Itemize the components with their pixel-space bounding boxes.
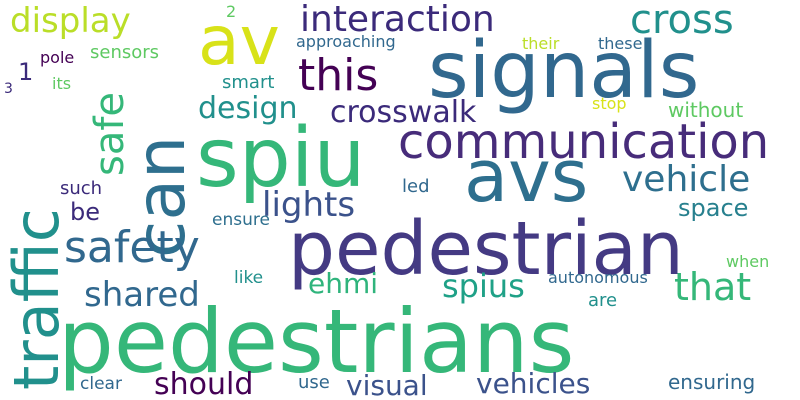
word-ensure: ensure <box>212 210 270 230</box>
word-spius: spius <box>442 267 525 305</box>
word-when: when <box>726 252 770 271</box>
word-this: this <box>298 50 379 101</box>
word-3: 3 <box>4 81 13 97</box>
word-should: should <box>154 367 254 400</box>
word-its: its <box>52 74 72 93</box>
word-lights: lights <box>262 185 356 225</box>
word-are: are <box>588 290 618 311</box>
word-use: use <box>298 372 330 393</box>
word-1: 1 <box>18 58 34 86</box>
word-pedestrians: pedestrians <box>58 290 575 393</box>
word-vehicle: vehicle <box>622 159 751 200</box>
word-crosswalk: crosswalk <box>330 95 477 130</box>
word-safety: safety <box>64 222 200 273</box>
word-avs: avs <box>464 134 589 218</box>
word-space: space <box>678 194 749 222</box>
word-these: these <box>598 34 643 53</box>
word-safe: safe <box>87 91 133 176</box>
word-such: such <box>60 178 103 199</box>
word-clear: clear <box>80 374 122 394</box>
word-approaching: approaching <box>296 32 396 51</box>
word-interaction: interaction <box>300 0 495 40</box>
word-spiu: spiu <box>196 111 366 206</box>
word-smart: smart <box>222 72 275 93</box>
word-display: display <box>10 1 131 41</box>
word-ehmi: ehmi <box>308 267 379 300</box>
word-that: that <box>674 265 752 309</box>
word-signals: signals <box>428 26 700 116</box>
word-autonomous: autonomous <box>548 268 648 287</box>
word-cross: cross <box>630 0 734 43</box>
word-communication: communication <box>398 114 770 170</box>
word-pedestrian: pedestrian <box>288 206 684 292</box>
word-av: av <box>198 2 280 81</box>
word-be: be <box>70 198 100 226</box>
word-shared: shared <box>84 275 200 315</box>
word-without: without <box>668 98 744 122</box>
word-traffic: traffic <box>0 208 73 390</box>
word-vehicles: vehicles <box>476 367 591 400</box>
word-ensuring: ensuring <box>668 370 756 394</box>
word-sensors: sensors <box>90 42 160 63</box>
word-stop: stop <box>592 94 627 113</box>
word-like: like <box>234 268 264 288</box>
word-led: led <box>402 176 430 197</box>
word-their: their <box>522 34 560 53</box>
word-2: 2 <box>226 2 237 21</box>
word-design: design <box>198 91 298 126</box>
word-pole: pole <box>40 48 75 67</box>
word-visual: visual <box>346 369 428 400</box>
